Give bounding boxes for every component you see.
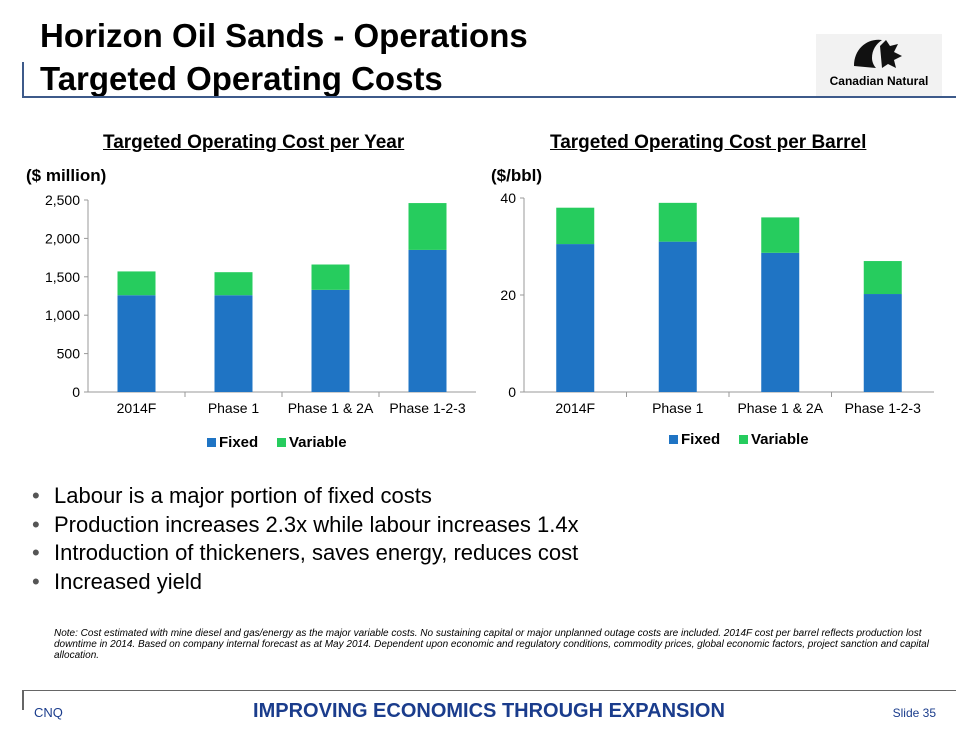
x-tick-label: Phase 1-2-3: [389, 400, 465, 416]
x-tick-label: Phase 1 & 2A: [737, 400, 823, 416]
x-tick-label: Phase 1-2-3: [845, 400, 921, 416]
bar-variable: [408, 203, 447, 250]
title-line-2: Targeted Operating Costs: [40, 60, 443, 97]
bullet-item: • Increased yield: [32, 568, 202, 594]
title-line-1: Horizon Oil Sands - Operations: [40, 17, 528, 54]
footnote: Note: Cost estimated with mine diesel an…: [54, 628, 929, 661]
footer-divider-vertical: [22, 690, 24, 710]
legend-label: Fixed: [681, 431, 720, 448]
x-tick-label: Phase 1 & 2A: [288, 400, 374, 416]
bar-variable: [761, 217, 800, 253]
legend-swatch: [739, 435, 748, 444]
legend-label: Variable: [751, 431, 809, 448]
chart-per-barrel: 0 20 40 2014F Phase 1 Phase 1 & 2A Phase 1-2-3…: [500, 190, 934, 448]
y-tick-label: 2,500: [45, 192, 80, 208]
x-tick-label: 2014F: [117, 400, 157, 416]
y-tick-label: 20: [500, 287, 516, 303]
header-divider-vertical: [22, 62, 24, 96]
y-unit-per-bbl: ($/bbl): [491, 166, 542, 185]
y-unit-million: ($ million): [26, 166, 107, 185]
y-tick-label: 0: [508, 384, 516, 400]
legend-swatch: [207, 438, 216, 447]
x-tick-label: Phase 1: [652, 400, 704, 416]
bar-fixed: [214, 295, 253, 392]
bar-fixed: [311, 289, 350, 392]
bar-variable: [311, 264, 350, 290]
bar-fixed: [761, 252, 800, 392]
x-tick-label: Phase 1: [208, 400, 260, 416]
bullet-item: • Production increases 2.3x while labour …: [32, 511, 579, 537]
y-tick-label: 2,000: [45, 230, 80, 246]
legend-label: Variable: [289, 434, 347, 451]
bar-fixed: [117, 295, 156, 392]
chart-title-per-barrel: Targeted Operating Cost per Barrel: [550, 132, 867, 153]
bar-variable: [658, 202, 697, 242]
y-tick-label: 40: [500, 190, 516, 206]
y-tick-label: 1,000: [45, 307, 80, 323]
y-tick-label: 500: [57, 346, 81, 362]
slide-number: Slide 35: [892, 706, 936, 720]
chart-title-per-year: Targeted Operating Cost per Year: [103, 132, 405, 153]
bar-variable: [214, 272, 253, 296]
y-tick-label: 1,500: [45, 269, 80, 285]
company-logo: Canadian Natural: [816, 34, 942, 96]
chart-per-year: 0 500 1,000 1,500 2,000 2,500 2014F Phase 1 Phas…: [45, 192, 476, 451]
y-tick-label: 0: [72, 384, 80, 400]
footer-divider-horizontal: [22, 690, 956, 691]
bar-fixed: [658, 241, 697, 392]
slide-title: Horizon Oil Sands - Operations Targeted …: [40, 14, 528, 100]
header-divider-horizontal: [22, 96, 956, 98]
x-tick-label: 2014F: [555, 400, 595, 416]
bar-variable: [556, 207, 595, 245]
bar-variable: [863, 261, 902, 295]
bar-fixed: [556, 244, 595, 392]
bar-fixed: [863, 294, 902, 392]
legend-label: Fixed: [219, 434, 258, 451]
footer-ticker: CNQ: [34, 705, 63, 720]
bar-fixed: [408, 249, 447, 392]
legend-swatch: [669, 435, 678, 444]
maple-leaf-logo-icon: [854, 39, 902, 68]
bar-variable: [117, 271, 156, 296]
logo-text: Canadian Natural: [829, 74, 929, 88]
legend-swatch: [277, 438, 286, 447]
footer-tagline: IMPROVING ECONOMICS THROUGH EXPANSION: [253, 700, 725, 722]
bullet-list: • Labour is a major portion of fixed cost…: [32, 482, 579, 596]
bullet-item: • Labour is a major portion of fixed cost…: [32, 483, 432, 508]
bullet-item: • Introduction of thickeners, saves energ…: [32, 540, 579, 565]
